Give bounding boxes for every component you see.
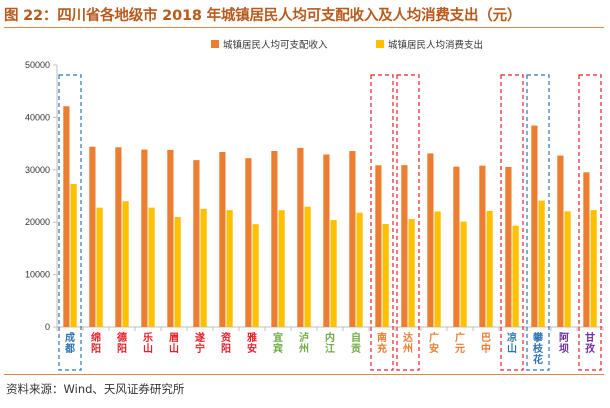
y-tick-label: 10000	[25, 270, 50, 280]
y-tick-label: 50000	[25, 60, 50, 70]
consumption-bar	[70, 184, 77, 327]
highlight-box	[58, 74, 82, 371]
source-note: 资料来源：Wind、天风证券研究所	[6, 382, 185, 396]
income-bar	[193, 160, 200, 327]
category-label: 广元	[455, 331, 465, 355]
category-label: 宜宾	[273, 331, 283, 355]
consumption-bar	[200, 208, 207, 327]
consumption-bar	[512, 225, 519, 327]
consumption-bar	[538, 200, 545, 327]
category-label: 遂宁	[195, 331, 205, 355]
category-label: 德阳	[116, 331, 127, 355]
y-tick-label: 20000	[25, 217, 50, 227]
income-bar	[453, 166, 460, 327]
legend-swatch	[376, 40, 384, 48]
highlight-box	[578, 74, 602, 371]
income-bar	[141, 149, 148, 327]
income-bar	[89, 146, 96, 327]
consumption-bar	[382, 223, 389, 327]
category-label: 绵阳	[91, 331, 101, 355]
consumption-bar	[486, 210, 493, 327]
y-tick-label: 0	[45, 322, 50, 332]
income-bar	[245, 158, 252, 327]
income-bar	[505, 166, 512, 327]
income-bar	[219, 152, 226, 327]
category-label: 阿坝	[559, 332, 569, 355]
bar-chart: 0 10000 20000 30000 40000 50000 成都绵阳德阳乐山眉山遂宁资…	[25, 39, 604, 371]
income-bar	[557, 155, 564, 327]
consumption-bar	[148, 207, 155, 327]
income-bar	[323, 154, 330, 327]
category-label: 乐山	[143, 331, 153, 355]
category-label: 自贡	[351, 331, 361, 355]
category-label: 广安	[429, 331, 439, 355]
income-bar	[531, 125, 538, 327]
consumption-bar	[330, 219, 337, 327]
consumption-bar	[564, 211, 571, 327]
y-tick-label: 40000	[25, 112, 50, 122]
category-label: 南充	[377, 331, 387, 355]
income-bar	[479, 165, 486, 327]
consumption-bar	[434, 211, 441, 327]
category-label: 眉山	[169, 332, 179, 355]
category-label: 攀枝花	[532, 331, 544, 366]
figure-title: 图 22：四川省各地级市 2018 年城镇居民人均可支配收入及人均消费支出（元）	[4, 8, 522, 24]
consumption-bar	[174, 216, 181, 327]
source-rule	[4, 374, 604, 375]
category-label: 甘孜	[585, 331, 596, 355]
income-bar	[271, 151, 278, 327]
consumption-bar	[304, 206, 311, 327]
y-tick-label: 30000	[25, 165, 50, 175]
consumption-bar	[96, 207, 103, 327]
income-bar	[427, 153, 434, 327]
consumption-bar	[460, 221, 467, 327]
category-label: 成都	[64, 331, 75, 355]
highlight-box	[526, 74, 550, 371]
income-bar	[167, 149, 174, 327]
highlight-box	[396, 74, 420, 371]
income-bar	[115, 147, 122, 327]
category-label: 雅安	[247, 331, 257, 355]
consumption-bar	[590, 210, 597, 327]
category-label: 巴中	[481, 332, 491, 355]
income-bar	[401, 165, 408, 327]
category-label: 达州	[402, 331, 413, 355]
title-rule	[4, 27, 604, 28]
income-bar	[297, 147, 304, 327]
income-bar	[583, 172, 590, 327]
income-bar	[349, 151, 356, 327]
consumption-bar	[252, 224, 259, 327]
category-label: 凉山	[507, 331, 517, 355]
consumption-bar	[278, 210, 285, 327]
legend-label: 城镇居民人均消费支出	[388, 39, 483, 51]
legend-label: 城镇居民人均可支配收入	[223, 39, 328, 51]
category-label: 资阳	[221, 331, 231, 355]
highlight-box	[500, 74, 524, 371]
legend-swatch	[211, 40, 219, 48]
consumption-bar	[356, 212, 363, 327]
category-label: 泸州	[298, 331, 309, 355]
income-bar	[375, 165, 382, 327]
consumption-bar	[408, 219, 415, 327]
category-label: 内江	[325, 331, 335, 355]
highlight-box	[370, 74, 394, 371]
consumption-bar	[122, 201, 129, 327]
consumption-bar	[226, 210, 233, 327]
income-bar	[63, 106, 70, 327]
